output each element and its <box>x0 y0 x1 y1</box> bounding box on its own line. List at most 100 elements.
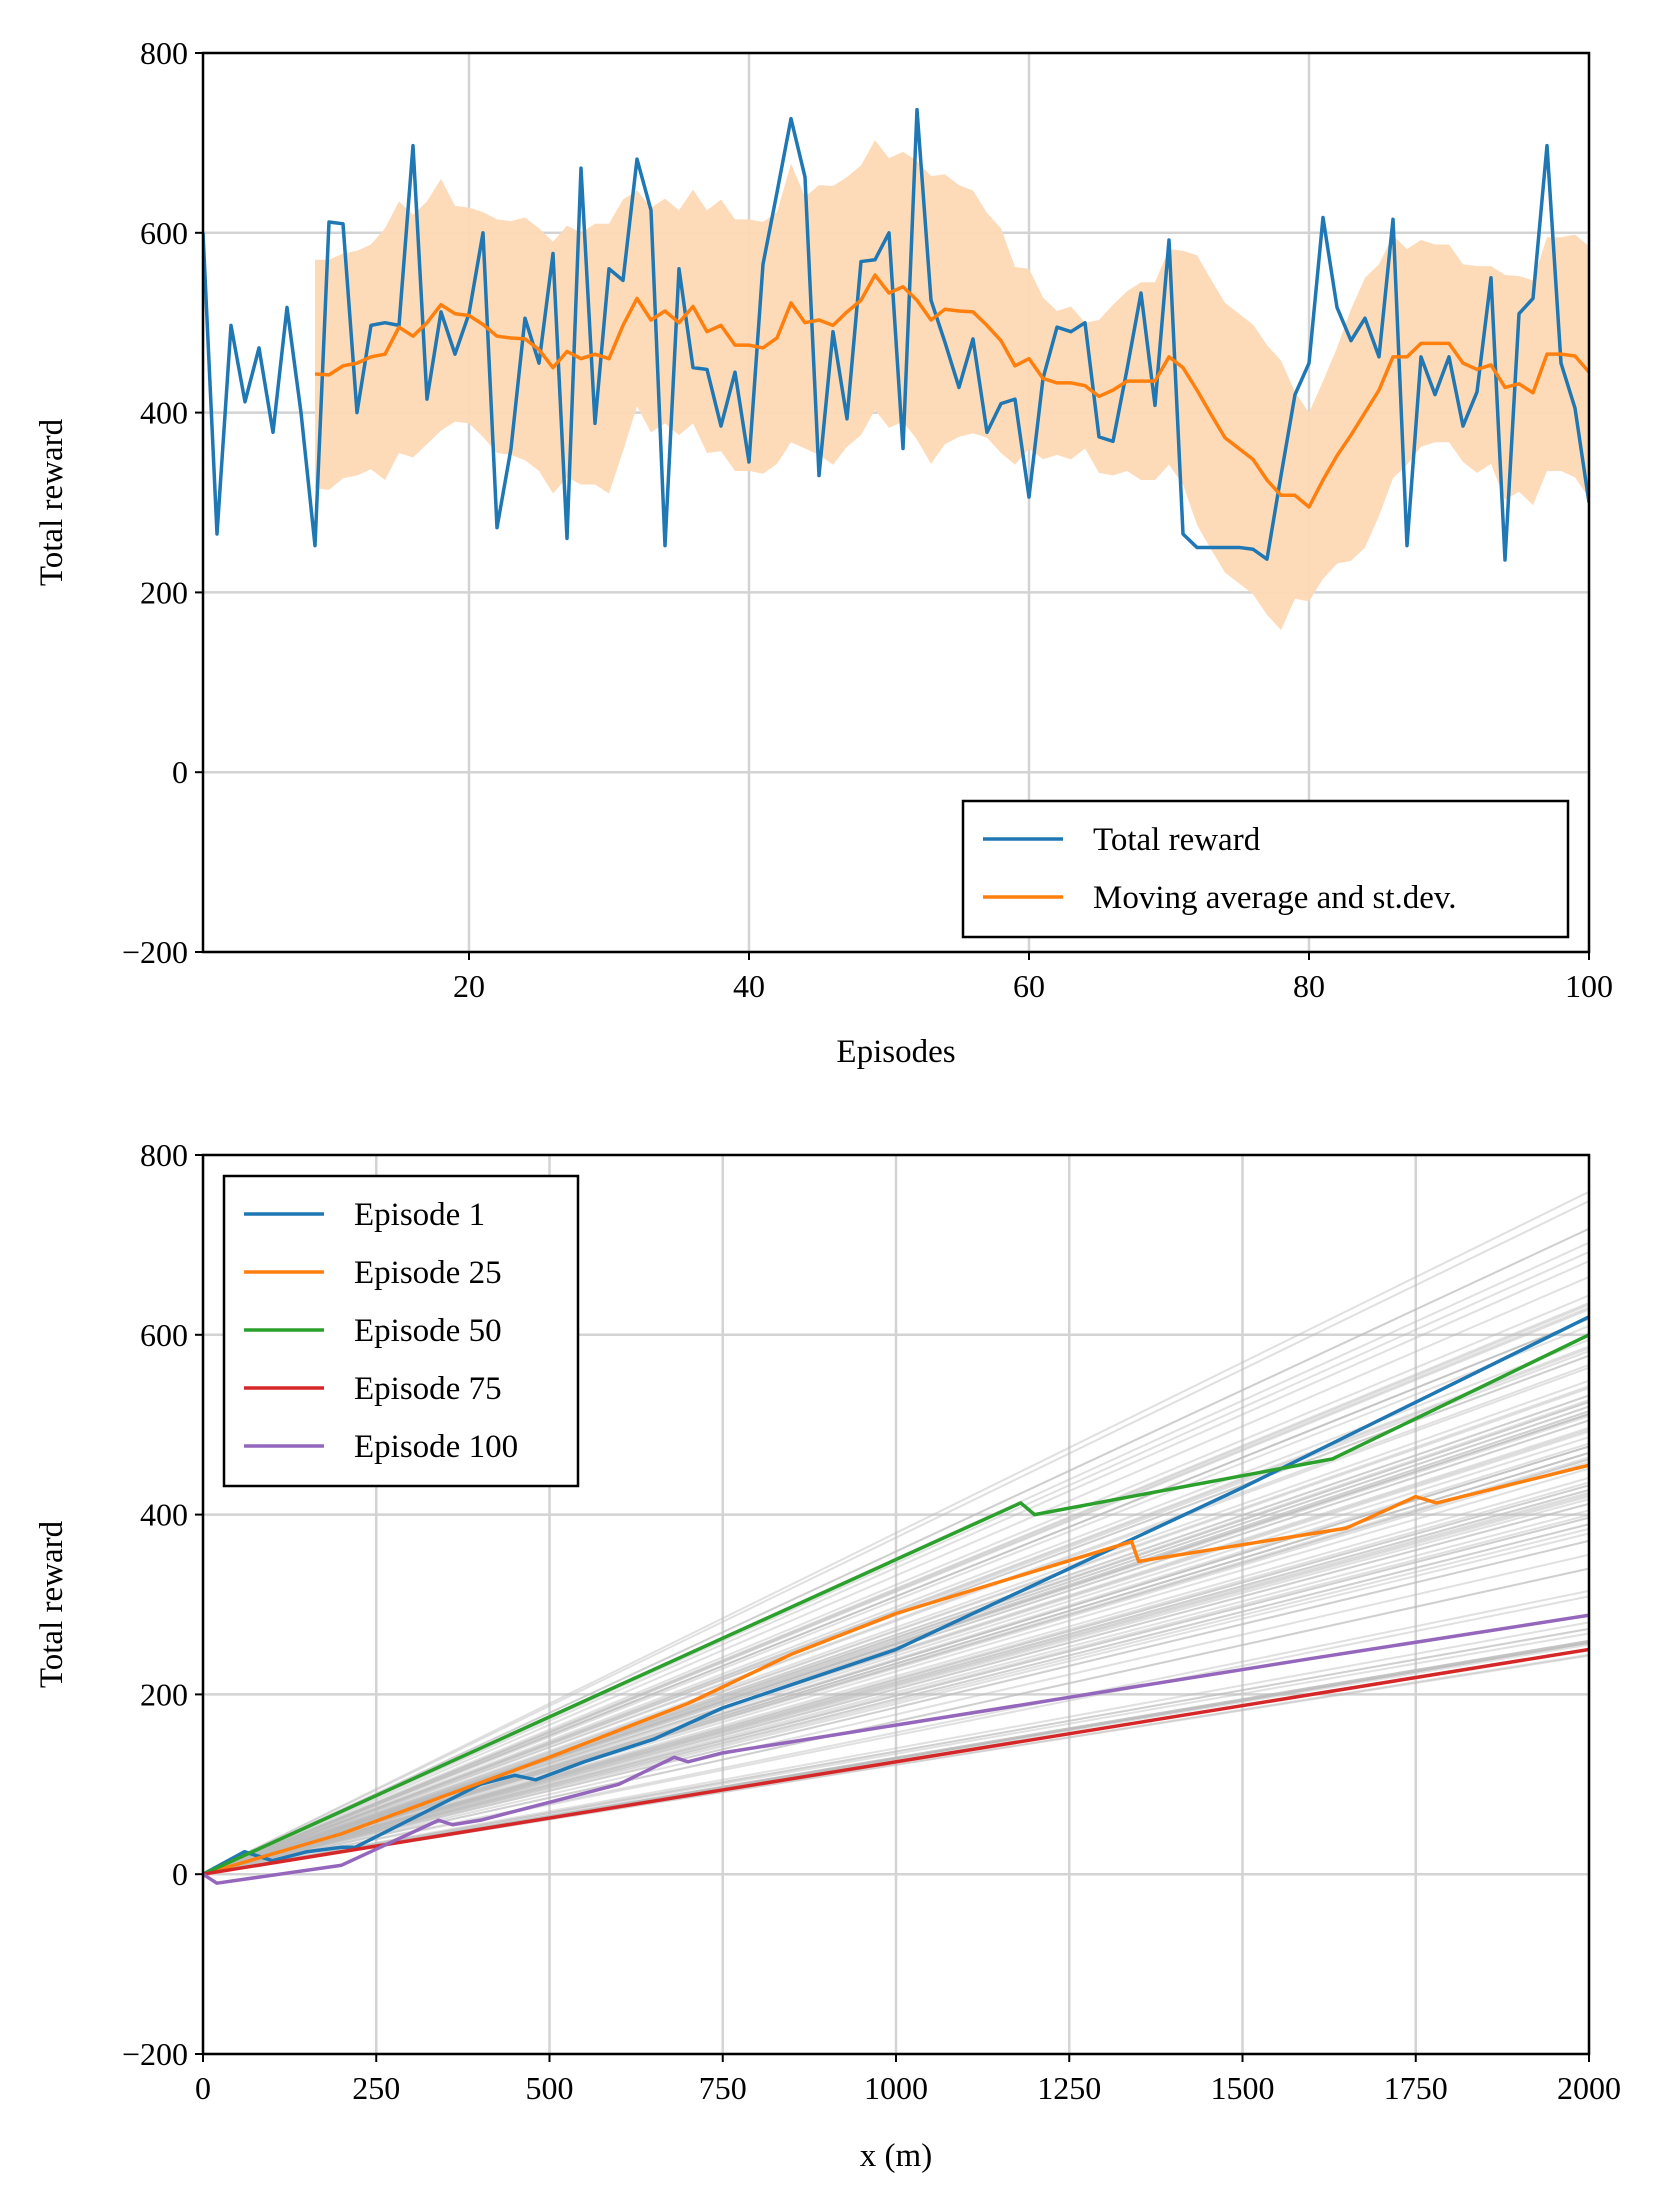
episode-trajectory-line <box>203 1527 1589 1876</box>
episode-trajectory-line <box>203 1317 1589 1876</box>
episode-trajectory-line <box>203 1385 1589 1876</box>
episode-trajectory-line <box>203 1595 1589 1876</box>
legend-label: Episode 75 <box>354 1371 502 1407</box>
episode-trajectory-line <box>203 1589 1589 1876</box>
episode-trajectory-line <box>203 1276 1589 1876</box>
episode-trajectory-line <box>203 1445 1589 1876</box>
legend-label: Episode 50 <box>354 1313 502 1349</box>
y-tick-label: 0 <box>172 754 188 790</box>
x-tick-label: 0 <box>195 2070 211 2106</box>
x-tick-label: 2000 <box>1557 2070 1621 2106</box>
y-tick-label: 400 <box>140 395 188 431</box>
episode-trajectory-line <box>203 1413 1589 1876</box>
y-axis-label: Total reward <box>34 1520 70 1688</box>
episode-trajectory-line <box>203 1401 1589 1876</box>
episode-trajectory-line <box>203 1523 1589 1876</box>
x-tick-label: 100 <box>1565 968 1613 1004</box>
x-tick-label: 750 <box>699 2070 747 2106</box>
x-tick-label: 40 <box>733 968 765 1004</box>
episode-trajectory-line <box>203 1523 1589 1876</box>
episode-trajectory-line <box>203 1317 1589 1876</box>
y-tick-label: 600 <box>140 215 188 251</box>
episode-reward-plot: 20 40 60 80 100 −200 0 200 400 600 800 Episodes Tota… <box>34 35 1613 1070</box>
std-dev-band <box>315 140 1589 631</box>
episode-trajectory-line <box>203 1347 1589 1876</box>
line-episode-1 <box>203 1315 1589 1876</box>
episode-trajectory-line <box>203 1200 1589 1876</box>
episode-trajectory-line <box>203 1539 1589 1876</box>
episode-trajectory-line <box>203 1488 1589 1876</box>
y-tick-label: 800 <box>140 35 188 71</box>
episode-trajectory-line <box>203 1345 1589 1876</box>
episode-trajectory-line <box>203 1308 1589 1876</box>
episode-trajectory-line <box>203 1363 1589 1876</box>
episode-trajectory-line <box>203 1303 1589 1876</box>
line-episode-100 <box>203 1613 1589 1885</box>
episode-trajectory-line <box>203 1627 1589 1876</box>
episode-trajectory-line <box>203 1445 1589 1876</box>
x-axis-label: Episodes <box>836 1034 955 1070</box>
episode-trajectory-line <box>203 1632 1589 1876</box>
episode-trajectory-line <box>203 1495 1589 1876</box>
legend: Episode 1 Episode 25 Episode 50 Episode 75 E… <box>222 1174 580 1488</box>
episode-trajectory-line <box>203 1394 1589 1876</box>
plot-area <box>203 107 1589 631</box>
episode-trajectory-line <box>203 1413 1589 1876</box>
x-tick-label: 1000 <box>864 2070 928 2106</box>
episode-trajectory-line <box>203 1458 1589 1876</box>
plot-area <box>203 1190 1589 1885</box>
episode-trajectory-line <box>203 1306 1589 1876</box>
episode-trajectory-line <box>203 1539 1589 1876</box>
episode-trajectory-line <box>203 1190 1589 1876</box>
legend-label: Moving average and st.dev. <box>1093 880 1457 916</box>
axes-frame <box>201 51 1591 954</box>
episode-trajectory-line <box>203 1502 1589 1876</box>
episode-trajectory-line <box>203 1516 1589 1876</box>
episode-trajectory-line <box>203 1301 1589 1876</box>
episode-trajectory-line <box>203 1379 1589 1876</box>
episode-trajectory-line <box>203 1325 1589 1876</box>
line-episode-75 <box>203 1647 1589 1876</box>
episode-trajectory-line <box>203 1405 1589 1876</box>
episode-trajectory-line <box>203 1458 1589 1876</box>
y-tick-label: −200 <box>122 934 188 970</box>
episode-trajectory-line <box>203 1513 1589 1876</box>
x-tick-label: 1500 <box>1211 2070 1275 2106</box>
episode-trajectory-line <box>203 1401 1589 1876</box>
episode-trajectory-line <box>203 1456 1589 1876</box>
legend-label: Total reward <box>1093 822 1261 858</box>
episode-trajectory-line <box>203 1502 1589 1876</box>
episode-trajectory-line <box>203 1442 1589 1876</box>
episode-trajectory-line <box>203 1399 1589 1876</box>
y-tick-label: 800 <box>140 1137 188 1173</box>
legend-label: Episode 25 <box>354 1255 502 1291</box>
episode-trajectory-line <box>203 1227 1589 1876</box>
episode-trajectory-line <box>203 1516 1589 1876</box>
legend-label: Episode 1 <box>354 1197 485 1233</box>
episode-trajectory-line <box>203 1532 1589 1876</box>
episode-trajectory-line <box>203 1498 1589 1876</box>
y-tick-label: 200 <box>140 1676 188 1712</box>
episode-trajectory-line <box>203 1387 1589 1876</box>
line-episode-50 <box>203 1333 1589 1876</box>
x-tick-label: 500 <box>526 2070 574 2106</box>
moving-average-line <box>314 273 1589 509</box>
episode-trajectory-line <box>203 1488 1589 1876</box>
x-tick-label: 1750 <box>1384 2070 1448 2106</box>
y-tick-label: 0 <box>172 1856 188 1892</box>
episode-trajectory-line <box>203 1405 1589 1876</box>
reward-vs-distance-plot: 0 250 500 750 1000 1250 1500 1750 2000−200020040… <box>34 1137 1621 2174</box>
episode-trajectory-line <box>203 1414 1589 1876</box>
episode-trajectory-line <box>203 1493 1589 1876</box>
episode-trajectory-line <box>203 1461 1589 1876</box>
episode-trajectory-line <box>203 1627 1589 1876</box>
episode-trajectory-line <box>203 1366 1589 1876</box>
legend: Total reward Moving average and st.dev. <box>961 799 1570 939</box>
y-tick-label: −200 <box>122 2036 188 2072</box>
y-tick-label: 200 <box>140 574 188 610</box>
episode-trajectory-line <box>203 1445 1589 1876</box>
y-tick-label: 400 <box>140 1497 188 1533</box>
episode-trajectory-line <box>203 1413 1589 1876</box>
legend-label: Episode 100 <box>354 1429 518 1465</box>
